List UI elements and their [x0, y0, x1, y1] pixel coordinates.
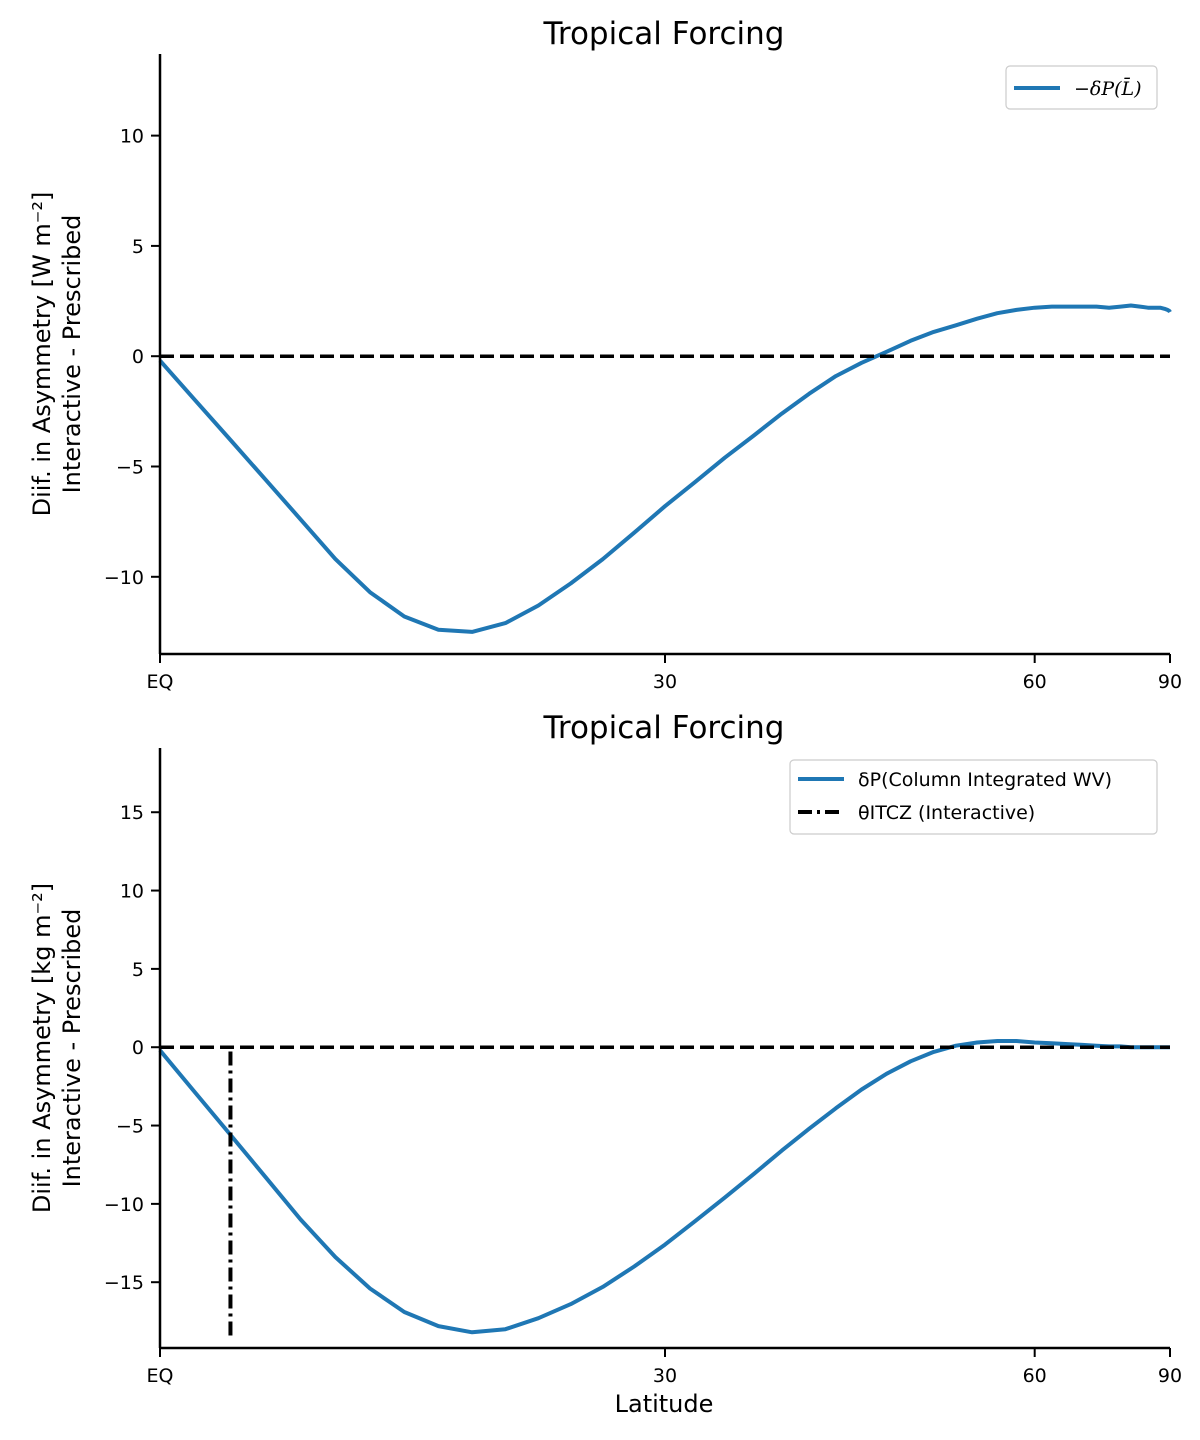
- x-tick-label: 30: [653, 1365, 677, 1387]
- legend-label: −δP(L̄): [1074, 77, 1142, 100]
- legend-label-itcz: θITCZ (Interactive): [858, 802, 1035, 824]
- y-tick-label: −5: [116, 457, 144, 479]
- legend-label: δP(Column Integrated WV): [858, 769, 1112, 791]
- plot-area: [158, 303, 1172, 634]
- x-tick-label: EQ: [147, 1365, 174, 1387]
- x-ticks: EQ 30 60 90: [147, 1348, 1182, 1387]
- y-axis-label-line2: Interactive - Prescribed: [58, 909, 86, 1188]
- y-tick-label: −15: [104, 1272, 144, 1294]
- legend-box: [1005, 65, 1158, 110]
- chart-title: Tropical Forcing: [543, 16, 785, 52]
- y-tick-label: 5: [132, 959, 144, 981]
- y-tick-label: 5: [132, 236, 144, 258]
- legend-box: [789, 759, 1158, 835]
- series-line: [158, 1039, 1172, 1335]
- y-tick-label: −10: [104, 1194, 144, 1216]
- x-tick-label: 60: [1023, 671, 1047, 693]
- y-tick-label: −5: [116, 1116, 144, 1138]
- legend: δP(Column Integrated WV) θITCZ (Interact…: [789, 759, 1158, 835]
- plot-area: [158, 1039, 1172, 1336]
- y-tick-label: 0: [132, 1037, 144, 1059]
- top-chart-panel: Tropical Forcing EQ 30 60 90 10 5 0 −5 −10 Diif…: [28, 16, 1182, 693]
- x-tick-label: 90: [1158, 671, 1182, 693]
- x-tick-label: 30: [653, 671, 677, 693]
- y-axis-label: Diif. in Asymmetry [W m⁻²]: [28, 192, 56, 517]
- y-tick-label: 0: [132, 346, 144, 368]
- legend: −δP(L̄): [1005, 65, 1158, 110]
- y-tick-label: 15: [120, 802, 144, 824]
- y-tick-label: −10: [104, 567, 144, 589]
- x-tick-label: 60: [1023, 1365, 1047, 1387]
- series-line: [158, 303, 1172, 634]
- y-ticks: 15 10 5 0 −5 −10 −15: [104, 802, 160, 1294]
- y-tick-label: 10: [120, 881, 144, 903]
- y-axis-label-line2: Interactive - Prescribed: [58, 215, 86, 494]
- chart-title: Tropical Forcing: [543, 710, 785, 746]
- y-axis-label: Diif. in Asymmetry [kg m⁻²]: [28, 883, 56, 1213]
- x-tick-label: EQ: [147, 671, 174, 693]
- y-tick-label: 10: [120, 126, 144, 148]
- x-tick-label: 90: [1158, 1365, 1182, 1387]
- x-axis-label: Latitude: [615, 1390, 714, 1418]
- bottom-chart-panel: Tropical Forcing EQ 30 60 90 15 10 5 0 −5 −10 −15…: [28, 710, 1182, 1418]
- y-ticks: 10 5 0 −5 −10: [104, 126, 160, 589]
- x-ticks: EQ 30 60 90: [147, 654, 1182, 693]
